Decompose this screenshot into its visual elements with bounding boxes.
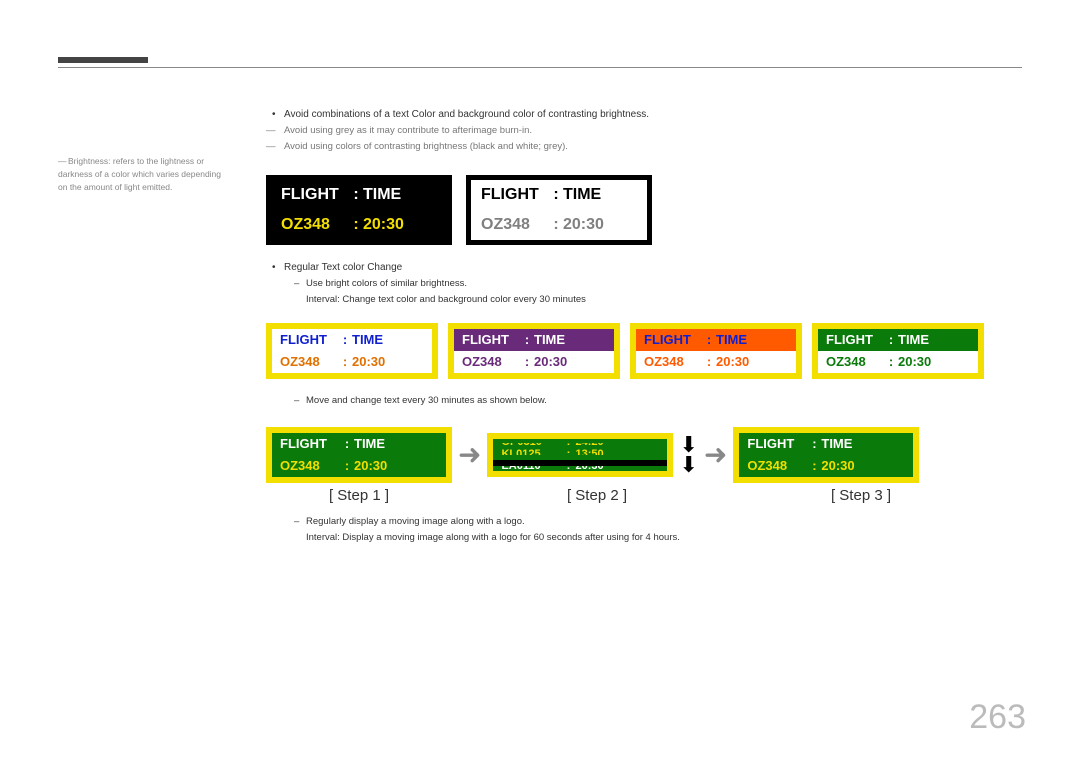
bullet-interval-60: Interval: Display a moving image along w… (266, 530, 1022, 546)
display-example-row: FLIGHT:TIMEOZ348:20:30FLIGHT:TIMEOZ348:2… (266, 175, 1022, 245)
page-number: 263 (969, 698, 1026, 737)
guidelines-list-4: Regularly display a moving image along w… (266, 514, 1022, 546)
bullet-bright-colors: Use bright colors of similar brightness. (266, 276, 1022, 292)
bullet-avoid-combinations: Avoid combinations of a text Color and b… (266, 106, 1022, 123)
step-sequence-row: FLIGHT:TIMEOZ348:20:30 ➜ OP0310:24:20KL0… (266, 427, 1022, 483)
guidelines-list-2: Regular Text color Change Use bright col… (266, 259, 1022, 308)
color-sample-box: FLIGHT:TIMEOZ348:20:30 (266, 323, 438, 379)
guidelines-list-3: Move and change text every 30 minutes as… (266, 393, 1022, 409)
header-rule (58, 60, 1022, 68)
step-3-label: [ Step 3 ] (768, 487, 954, 504)
flight-display-box: FLIGHT:TIMEOZ348:20:30 (466, 175, 652, 245)
bullet-regular-change: Regular Text color Change (266, 259, 1022, 276)
arrow-right-icon: ➜ (458, 438, 481, 471)
color-sample-box: FLIGHT:TIMEOZ348:20:30 (812, 323, 984, 379)
bullet-move-text: Move and change text every 30 minutes as… (266, 393, 1022, 409)
step-2-label: [ Step 2 ] (504, 487, 690, 504)
step-display-box: FLIGHT:TIMEOZ348:20:30 (733, 427, 919, 483)
bullet-avoid-contrast: Avoid using colors of contrasting bright… (266, 139, 1022, 155)
color-example-row: FLIGHT:TIMEOZ348:20:30FLIGHT:TIMEOZ348:2… (266, 323, 1022, 379)
step-1-label: [ Step 1 ] (266, 487, 452, 504)
color-sample-box: FLIGHT:TIMEOZ348:20:30 (448, 323, 620, 379)
bullet-moving-image: Regularly display a moving image along w… (266, 514, 1022, 530)
sidebar-note-text: Brightness: refers to the lightness or d… (58, 156, 221, 192)
color-sample-box: FLIGHT:TIMEOZ348:20:30 (630, 323, 802, 379)
bullet-interval-30: Interval: Change text color and backgrou… (266, 292, 1022, 308)
flight-display-box: FLIGHT:TIMEOZ348:20:30 (266, 175, 452, 245)
arrow-right-icon: ➜ (704, 438, 727, 471)
guidelines-list: Avoid combinations of a text Color and b… (266, 106, 1022, 155)
arrow-down-icon: ⬇⬇ (679, 435, 697, 475)
step-display-box-scrolling: OP0310:24:20KL0125:13:50EA0110:20:30KL00… (487, 433, 673, 477)
bullet-avoid-grey: Avoid using grey as it may contribute to… (266, 123, 1022, 139)
step-display-box: FLIGHT:TIMEOZ348:20:30 (266, 427, 452, 483)
header-tab (58, 57, 148, 63)
sidebar-footnote: ―Brightness: refers to the lightness or … (58, 155, 228, 193)
step-labels-row: [ Step 1 ] [ Step 2 ] [ Step 3 ] (266, 487, 1022, 504)
